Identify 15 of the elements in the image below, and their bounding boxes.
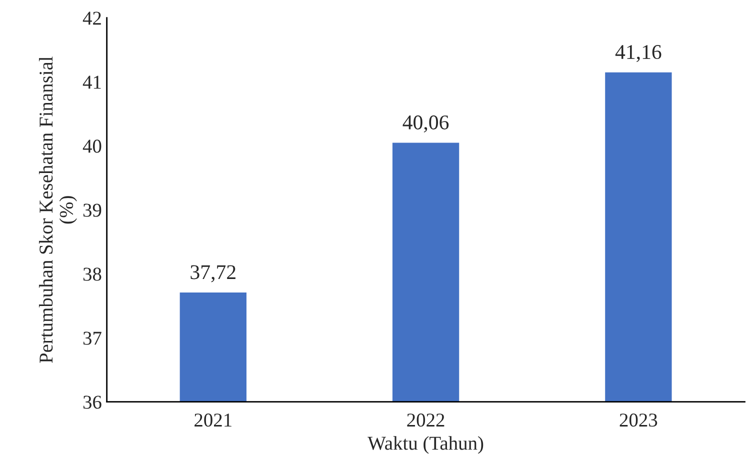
x-axis-title: Waktu (Tahun) xyxy=(368,436,484,454)
x-tick-label: 2023 xyxy=(620,414,658,427)
y-tick-label: 41 xyxy=(82,76,101,89)
y-tick-label: 37 xyxy=(83,332,102,345)
data-label: 40,06 xyxy=(402,115,449,132)
y-tick-label: 38 xyxy=(83,268,102,281)
y-tick-label: 42 xyxy=(82,12,101,25)
data-label: 41,16 xyxy=(615,45,662,62)
y-tick-label: 36 xyxy=(83,396,102,409)
y-tick-label: 40 xyxy=(82,140,102,153)
x-tick-label: 2022 xyxy=(407,414,444,427)
x-tick-label: 2021 xyxy=(194,414,232,427)
data-label: 37,72 xyxy=(190,265,236,282)
y-axis-title: Pertumbuhan Skor Kesehatan Finansial (%) xyxy=(38,56,77,363)
y-tick-label: 39 xyxy=(83,204,102,217)
